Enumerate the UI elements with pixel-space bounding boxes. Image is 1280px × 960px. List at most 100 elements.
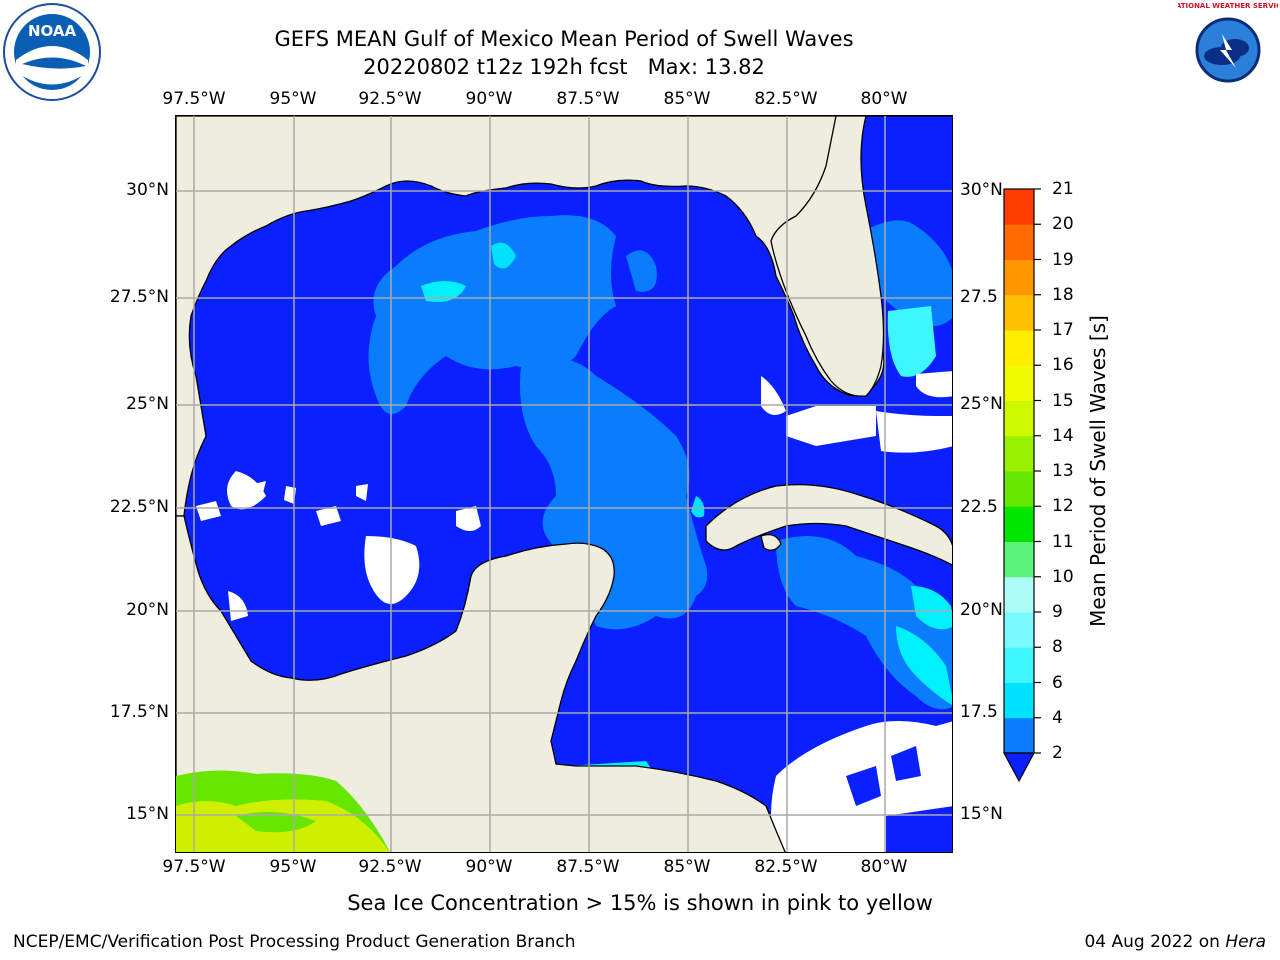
colorbar-tick-label: 15: [1052, 390, 1074, 411]
lon-label-top: 87.5°W: [556, 89, 620, 109]
lat-label-left: 17.5°N: [109, 702, 169, 722]
colorbar-segment: [1004, 259, 1034, 296]
colorbar-segment: [1004, 365, 1034, 401]
colorbar-extend-arrow: [1002, 752, 1036, 783]
swell-high-patch: [691, 496, 705, 518]
lat-label-right: 27.5: [960, 287, 998, 307]
masked-area: [364, 536, 420, 604]
noaa-logo: NOAA: [2, 2, 102, 102]
graticule: [176, 116, 952, 852]
lat-label-left: 22.5°N: [109, 497, 169, 517]
colorbar-tick-label: 6: [1052, 672, 1063, 693]
masked-area: [786, 406, 876, 446]
gulf-map: [176, 116, 952, 852]
lon-label-bottom: 80°W: [860, 857, 908, 877]
swell-high-patch: [896, 626, 952, 705]
colorbar-segment: [1004, 576, 1034, 613]
nws-logo: NATIONAL WEATHER SERVICE: [1170, 0, 1280, 100]
date-text: 04 Aug 2022 on: [1084, 932, 1226, 952]
colorbar-tick-label: 20: [1052, 214, 1074, 235]
lat-label-right: 20°N: [960, 600, 1003, 620]
colorbar-segment: [1004, 717, 1034, 754]
masked-area: [246, 481, 266, 501]
colorbar-tick-label: 19: [1052, 249, 1074, 270]
masked-area: [316, 506, 341, 526]
colorbar-tick-label: 14: [1052, 425, 1074, 446]
swell-high-patch: [911, 586, 952, 630]
lon-label-bottom: 85°W: [663, 857, 711, 877]
lat-label-left: 20°N: [126, 600, 169, 620]
colorbar-tick-label: 16: [1052, 355, 1074, 376]
lat-label-left: 30°N: [126, 180, 169, 200]
masked-area: [356, 484, 368, 501]
colorbar-segment: [1004, 400, 1034, 437]
colorbar-tick-label: 4: [1052, 707, 1063, 728]
land-cuba: [705, 483, 952, 566]
pacific-green: [236, 812, 316, 833]
swell-mid-region: [626, 250, 657, 292]
colorbar-segment: [1004, 612, 1034, 648]
colorbar: [1002, 188, 1041, 783]
colorbar-tick-label: 2: [1052, 743, 1063, 763]
svg-text:NOAA: NOAA: [28, 22, 77, 40]
lon-label-top: 95°W: [269, 89, 317, 109]
colorbar-segment: [1004, 224, 1034, 260]
colorbar-tick-label: 8: [1052, 637, 1063, 658]
masked-area: [227, 471, 266, 510]
masked-area: [456, 506, 481, 531]
masked-area: [196, 501, 221, 521]
colorbar-title: Mean Period of Swell Waves [s]: [1086, 315, 1110, 627]
lon-label-top: 90°W: [465, 89, 513, 109]
lon-label-bottom: 90°W: [465, 857, 513, 877]
colorbar-tick-label: 9: [1052, 602, 1063, 622]
lon-label-top: 85°W: [663, 89, 711, 109]
colorbar-segment: [1004, 471, 1034, 507]
masked-area: [284, 486, 296, 504]
colorbar-segment: [1004, 330, 1034, 366]
colorbar-segment: [1004, 682, 1034, 719]
colorbar-segment: [1004, 189, 1034, 225]
colorbar-segment: [1004, 541, 1034, 578]
credit-text: NCEP/EMC/Verification Post Processing Pr…: [13, 932, 576, 952]
lat-label-right: 15°N: [960, 804, 1003, 824]
swell-high-patch: [887, 306, 936, 377]
lat-label-right: 25°N: [960, 394, 1003, 414]
lon-label-bottom: 95°W: [269, 857, 317, 877]
lon-label-bottom: 92.5°W: [358, 857, 422, 877]
map-subtitle: 20220802 t12z 192h fcst Max: 13.82: [363, 55, 765, 79]
lon-label-bottom: 87.5°W: [556, 857, 620, 877]
swell-high-patch: [491, 242, 516, 269]
lon-label-top: 97.5°W: [162, 89, 226, 109]
lat-label-right: 17.5: [960, 702, 998, 722]
lat-label-left: 27.5°N: [109, 287, 169, 307]
swell-mid-region: [856, 220, 952, 326]
lat-label-right: 22.5: [960, 497, 998, 517]
date-stamp: 04 Aug 2022 on Hera: [1084, 932, 1266, 952]
lon-label-top: 82.5°W: [754, 89, 818, 109]
lat-label-left: 25°N: [126, 394, 169, 414]
colorbar-tick-label: 17: [1052, 320, 1074, 340]
swell-mid-region: [891, 746, 921, 781]
colorbar-tick-label: 12: [1052, 496, 1074, 517]
map-title: GEFS MEAN Gulf of Mexico Mean Period of …: [274, 27, 854, 51]
colorbar-segment: [1004, 506, 1034, 542]
sea-ice-note: Sea Ice Concentration > 15% is shown in …: [347, 891, 933, 915]
colorbar-segment: [1004, 435, 1034, 472]
colorbar-segment: [1004, 294, 1034, 331]
land-mexico: [176, 515, 786, 852]
map-frame: [175, 115, 953, 853]
colorbar-tick-label: 18: [1052, 284, 1074, 305]
colorbar-tick-label: 11: [1052, 531, 1074, 552]
lat-label-right: 30°N: [960, 180, 1003, 200]
svg-text:NATIONAL WEATHER SERVICE: NATIONAL WEATHER SERVICE: [1178, 2, 1278, 10]
colorbar-tick-label: 10: [1052, 566, 1074, 587]
land-isle: [760, 533, 782, 551]
masked-area: [916, 371, 952, 398]
swell-mid-region: [886, 806, 952, 852]
lat-label-left: 15°N: [126, 804, 169, 824]
land-us: [176, 116, 952, 517]
lon-label-bottom: 82.5°W: [754, 857, 818, 877]
lon-label-bottom: 97.5°W: [162, 857, 226, 877]
land-florida: [770, 116, 885, 397]
date-host: Hera: [1225, 932, 1266, 952]
